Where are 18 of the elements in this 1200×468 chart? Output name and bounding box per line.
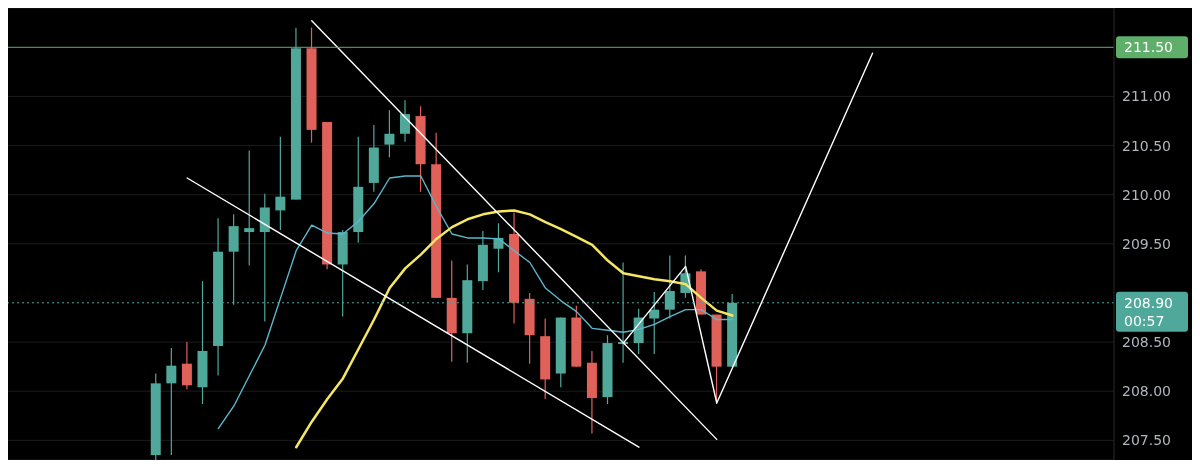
ref-line-label: 208.90 [1124, 294, 1173, 311]
y-tick-label: 207.50 [1122, 432, 1171, 449]
candlestick [166, 347, 177, 456]
candlestick [399, 99, 410, 143]
candlestick [181, 341, 192, 390]
candlestick [244, 149, 255, 267]
candlestick [275, 136, 286, 231]
candlestick [384, 109, 395, 158]
text: 00:57 [1124, 312, 1165, 329]
y-tick-label: 208.00 [1122, 383, 1171, 400]
y-tick-label: 209.50 [1122, 235, 1171, 252]
ref-line-label: 211.50 [1124, 39, 1173, 56]
y-tick-label: 210.50 [1122, 137, 1171, 154]
y-tick-label: 210.00 [1122, 186, 1171, 203]
line-series [294, 209, 734, 449]
y-tick-label: 208.50 [1122, 334, 1171, 351]
y-tick-label: 211.00 [1122, 88, 1171, 105]
line-series [217, 175, 734, 430]
